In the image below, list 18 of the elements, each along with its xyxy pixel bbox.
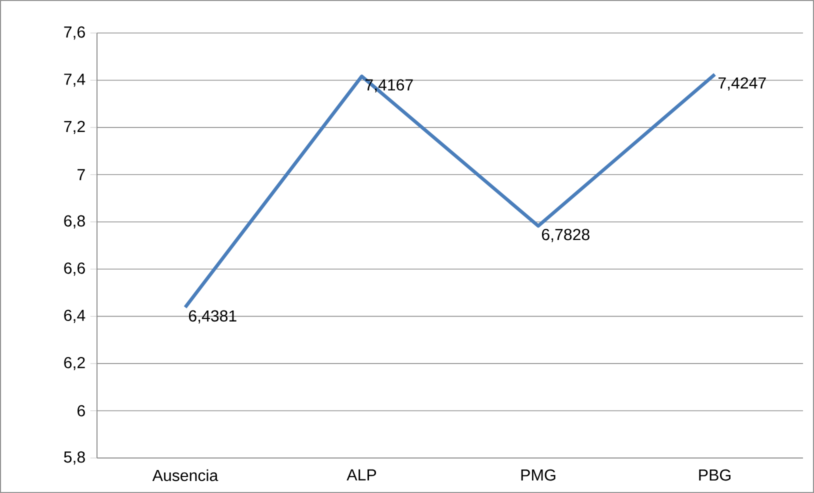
x-tick-label: PMG [521, 469, 556, 481]
line-series [184, 72, 716, 310]
y-tick-label: 7,6 [64, 26, 85, 40]
y-tick-label: 7,4 [64, 74, 86, 87]
x-tick-label: ALP [346, 469, 376, 480]
y-tick-label: 6,8 [64, 215, 85, 228]
x-tick-label: Ausencia [152, 469, 218, 482]
y-tick-label: 6,2 [64, 356, 85, 370]
y-tick-label: 7,2 [64, 120, 85, 134]
data-label: 6,7828 [542, 228, 590, 242]
data-label: 7,4247 [718, 77, 766, 91]
data-label: 6,4381 [189, 310, 236, 324]
y-tick-label: 7 [78, 169, 85, 180]
x-tick-label: PBG [699, 469, 730, 481]
y-tick-label: 6 [78, 405, 85, 416]
y-tick-label: 6,6 [64, 262, 85, 276]
y-tick-label: 5,8 [64, 451, 85, 465]
y-tick-label: 6,4 [64, 310, 86, 323]
